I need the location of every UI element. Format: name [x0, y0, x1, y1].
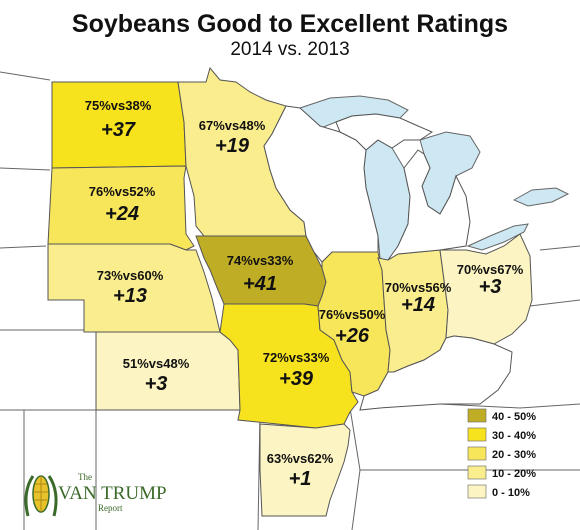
legend-label-30-40: 30 - 40% [492, 430, 536, 442]
legend-swatch-40-50 [467, 408, 487, 423]
state-arkansas [259, 423, 351, 517]
ks-change-label: +3 [145, 373, 168, 395]
ks-vs-label: 51%vs48% [123, 356, 190, 371]
state-iowa [195, 235, 327, 307]
legend-label-0-10: 0 - 10% [492, 487, 530, 499]
ia-change-label: +41 [243, 273, 277, 295]
il-vs-label: 76%vs50% [319, 307, 386, 322]
legend-swatch-30-40 [467, 427, 487, 442]
states [47, 66, 533, 517]
nd-vs-label: 75%vs38% [85, 98, 152, 113]
legend-label-40-50: 40 - 50% [492, 411, 536, 423]
logo-report: Report [98, 503, 123, 513]
sd-change-label: +24 [105, 203, 139, 225]
ne-vs-label: 73%vs60% [97, 268, 164, 283]
logo-the: The [78, 472, 92, 482]
legend-label-10-20: 10 - 20% [492, 468, 536, 480]
state-nebraska [47, 243, 221, 333]
logo-name: VAN TRUMP [58, 483, 167, 504]
ar-change-label: +1 [289, 468, 312, 490]
in-change-label: +14 [401, 294, 435, 316]
legend-label-20-30: 20 - 30% [492, 449, 536, 461]
mo-change-label: +39 [279, 368, 314, 390]
mo-vs-label: 72%vs33% [263, 350, 330, 365]
corn-icon [24, 475, 58, 517]
legend-swatch-20-30 [467, 446, 487, 461]
mn-vs-label: 67%vs48% [199, 118, 266, 133]
nd-change-label: +37 [101, 119, 136, 141]
state-michigan-upper [335, 113, 434, 151]
legend-swatch-0-10 [467, 484, 487, 499]
background-borders [0, 71, 580, 530]
lake-ontario [512, 187, 570, 207]
ar-vs-label: 63%vs62% [267, 451, 334, 466]
in-vs-label: 70%vs56% [385, 280, 452, 295]
van-trump-logo: The VAN TRUMP Report [24, 472, 167, 517]
state-michigan-lower [387, 149, 471, 261]
ia-vs-label: 74%vs33% [227, 253, 294, 268]
mn-change-label: +19 [215, 135, 250, 157]
legend-swatch-10-20 [467, 465, 487, 480]
state-labels: 75%vs38% +37 67%vs48% +19 76%vs52% +24 7… [85, 98, 524, 490]
sd-vs-label: 76%vs52% [89, 184, 156, 199]
lake-erie [466, 223, 529, 251]
legend: 40 - 50% 30 - 40% 20 - 30% 10 - 20% 0 - … [467, 408, 536, 499]
oh-change-label: +3 [479, 276, 502, 298]
oh-vs-label: 70%vs67% [457, 262, 524, 277]
state-kentucky [359, 335, 513, 411]
state-kansas [84, 331, 241, 411]
page-title: Soybeans Good to Excellent Ratings [72, 10, 508, 38]
page-subtitle: 2014 vs. 2013 [230, 39, 349, 60]
ne-change-label: +13 [113, 285, 147, 307]
il-change-label: +26 [335, 325, 370, 347]
